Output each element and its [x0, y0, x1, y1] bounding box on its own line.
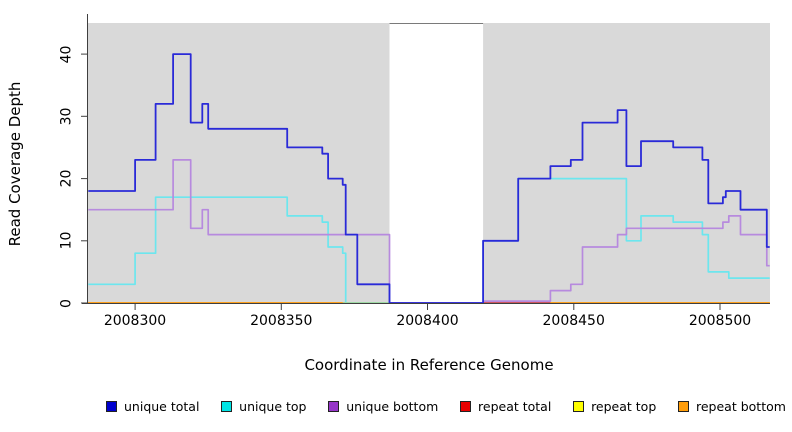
- y-tick-label-0: 0: [58, 298, 75, 308]
- repeat-bottom-swatch-icon: [678, 401, 689, 412]
- repeat-top-swatch-icon: [573, 401, 585, 412]
- coverage-chart: [81, 14, 770, 310]
- legend-item-unique-top: unique top: [221, 399, 306, 414]
- y-axis-title: Read Coverage Depth: [6, 81, 24, 247]
- series-unique-total: [88, 53, 770, 304]
- legend-item-repeat-top: repeat top: [573, 399, 656, 414]
- y-tick-label-20: 20: [58, 169, 75, 188]
- x-tick-label-2008500: 2008500: [688, 313, 752, 329]
- legend-item-unique-total: unique total: [106, 399, 199, 414]
- legend-label: repeat top: [591, 399, 657, 414]
- legend-item-repeat-total: repeat total: [460, 399, 551, 414]
- series-unique-bottom: [88, 159, 770, 304]
- x-tick-label-2008450: 2008450: [542, 313, 605, 329]
- x-tick-label-2008400: 2008400: [396, 313, 459, 329]
- legend-item-repeat-bottom: repeat bottom: [678, 399, 786, 414]
- y-tick-label-30: 30: [58, 107, 75, 126]
- legend-label: unique total: [124, 399, 200, 414]
- x-tick-label-2008350: 2008350: [250, 313, 313, 329]
- y-tick-label-10: 10: [58, 231, 75, 250]
- unique-top-swatch-icon: [221, 401, 233, 412]
- legend-label: repeat total: [478, 399, 552, 414]
- y-tick-label-40: 40: [58, 45, 75, 64]
- legend-item-unique-bottom: unique bottom: [328, 399, 438, 414]
- x-tick-label-2008300: 2008300: [103, 313, 167, 329]
- unique-total-swatch-icon: [106, 401, 117, 412]
- legend: unique total unique top unique bottom re…: [0, 399, 792, 414]
- legend-label: unique top: [239, 399, 307, 414]
- x-axis-title: Coordinate in Reference Genome: [304, 356, 554, 374]
- legend-label: repeat bottom: [696, 399, 786, 414]
- legend-label: unique bottom: [346, 399, 439, 414]
- masked-gap-region: [389, 23, 484, 303]
- unique-bottom-swatch-icon: [328, 401, 340, 412]
- repeat-total-swatch-icon: [460, 401, 472, 412]
